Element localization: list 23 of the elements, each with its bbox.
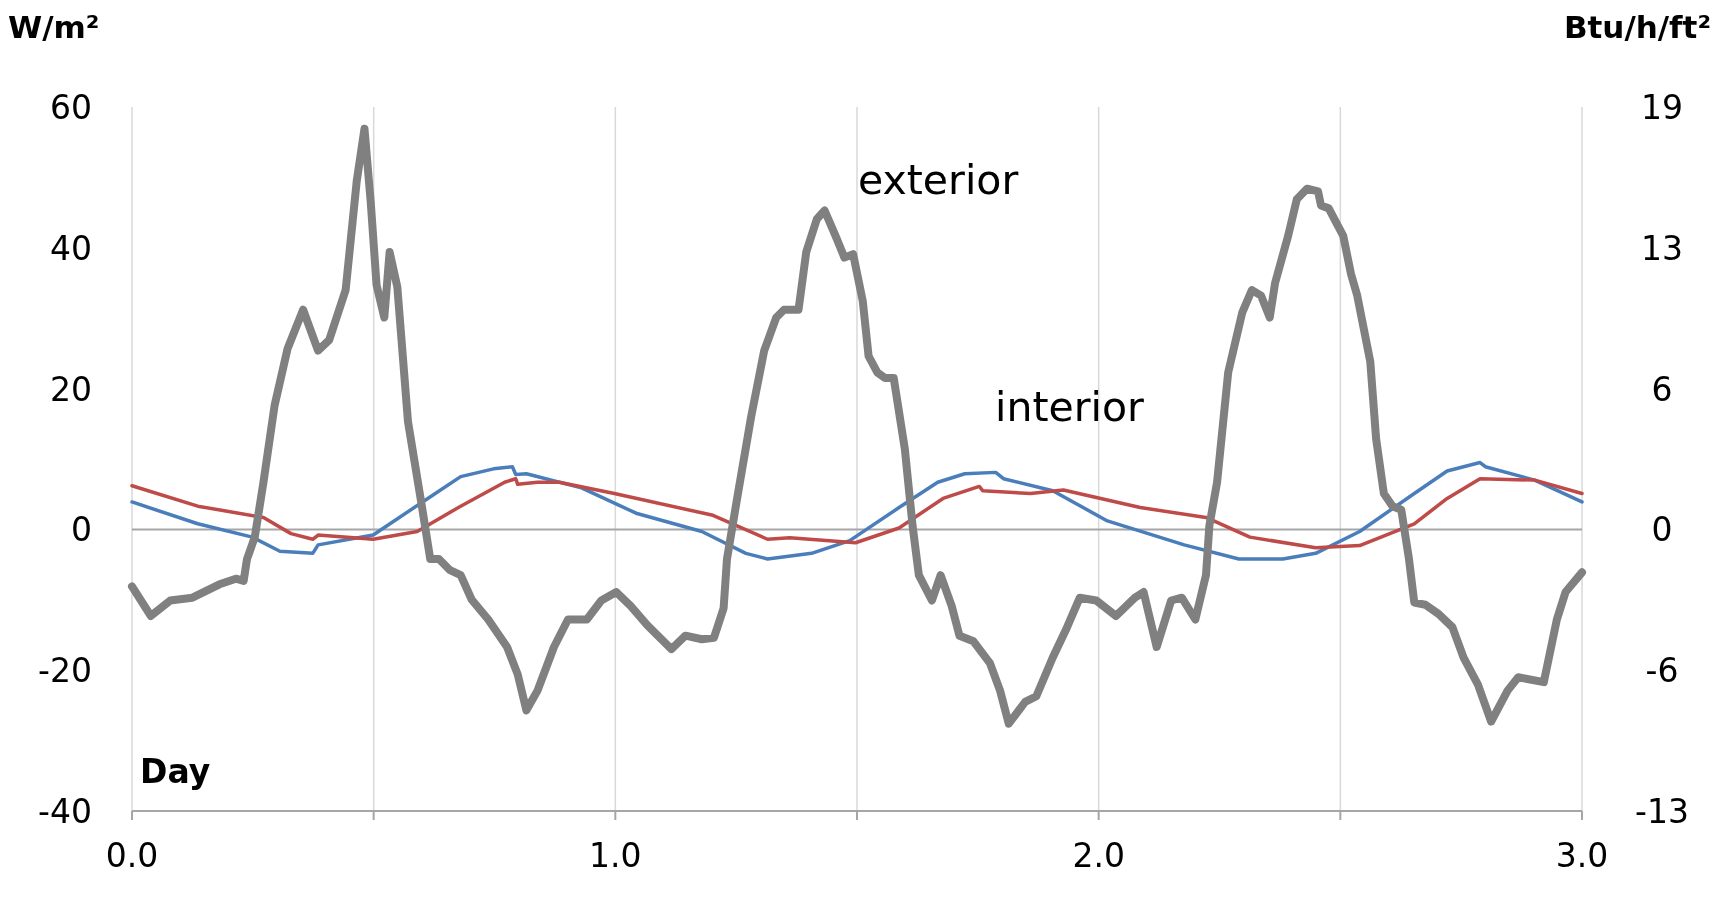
y-tick-label: -20 [38, 651, 92, 691]
y2-tick-label: 6 [1651, 369, 1673, 409]
y-tick-label: 0 [71, 510, 92, 550]
y-tick-label: 40 [50, 228, 92, 268]
y2-tick-label: 13 [1641, 228, 1683, 268]
line-series [130, 460, 1584, 561]
y-tick-label: 20 [50, 369, 92, 409]
y-tick-label: -40 [38, 792, 92, 831]
x-axis-title: Day [140, 752, 211, 791]
y2-axis-title: Btu/h/ft² [1563, 9, 1711, 45]
y2-tick-label: -6 [1645, 651, 1679, 691]
y2-tick-label: -13 [1635, 792, 1689, 831]
annotation: interior [995, 383, 1145, 431]
y2-tick-label: 0 [1651, 510, 1673, 550]
x-tick-label: 2.0 [1072, 836, 1125, 875]
x-tick-label: 1.0 [589, 836, 642, 875]
y-tick-label: 60 [50, 88, 92, 127]
y2-tick-label: 19 [1641, 88, 1683, 127]
y-axis-title: W/m² [8, 9, 100, 45]
annotation: exterior [858, 156, 1019, 204]
x-tick-label: 3.0 [1555, 836, 1609, 875]
line-series [130, 476, 1584, 550]
x-tick-label: 0.0 [105, 836, 159, 875]
